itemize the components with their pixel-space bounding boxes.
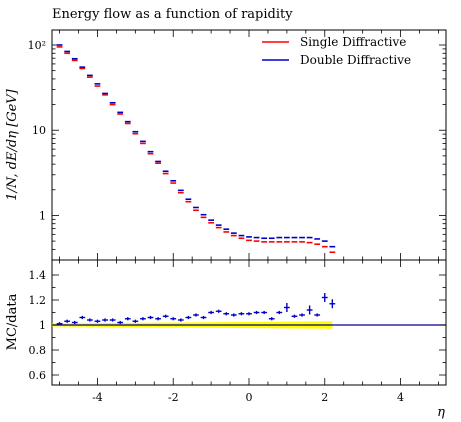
ratio-point [215,309,222,313]
ratio-point [314,313,321,317]
y-tick-label: 10 [32,124,46,137]
main-axes: 1 10 10² [28,39,446,261]
ratio-point [71,320,78,325]
ratio-point [185,315,192,320]
ratio-uncertainty-band [52,321,446,329]
ratio-tick-label: 0.6 [29,369,47,382]
x-axis: -4 -2 0 2 4 [59,30,439,404]
x-tick-label: -4 [92,391,103,404]
ratio-point [268,317,275,321]
ratio-point [276,310,283,315]
x-tick-label: -2 [168,391,179,404]
x-axis-label: η [437,405,445,420]
ratio-point [162,314,169,318]
ratio-point [56,322,63,326]
ratio-point [109,318,116,322]
ratio-point [140,317,146,321]
ratio-point [246,312,252,316]
ratio-point [238,312,245,316]
series-double-diffractive [56,44,336,248]
ratio-point [117,320,124,325]
x-tick-label: 4 [397,391,404,404]
ratio-point [306,305,313,315]
ratio-point [102,318,108,322]
y-tick-label: 1 [39,209,46,222]
ratio-point [124,317,131,321]
ratio-point [230,313,237,317]
y-axis-label: 1/N, dE/dη [GeV] [5,88,20,200]
legend-label-double: Double Diffractive [300,53,411,67]
ratio-point [147,315,154,320]
ratio-point [284,303,290,312]
ratio-point [223,312,230,316]
ratio-axes: 0.6 0.8 1 1.2 1.4 [29,269,446,382]
x-tick-label: 0 [246,391,253,404]
y-tick-label: 10² [28,39,46,52]
ratio-point [170,317,177,321]
chart-title: Energy flow as a function of rapidity [52,7,293,22]
ratio-point [299,313,305,317]
ratio-point [79,315,86,320]
ratio-point [321,293,328,302]
ratio-point [253,310,260,315]
ratio-point [261,310,268,315]
legend: Single Diffractive Double Diffractive [262,35,411,67]
series-single-diffractive [56,46,336,254]
ratio-points [56,293,336,326]
ratio-point [177,318,184,322]
ratio-point [94,319,101,323]
ratio-point [291,314,298,318]
ratio-point [155,317,161,321]
ratio-tick-label: 1 [39,319,46,332]
ratio-point [87,318,93,322]
ratio-tick-label: 0.8 [29,344,47,357]
ratio-point [64,319,71,323]
ratio-point [193,313,199,317]
ratio-point [329,299,336,309]
ratio-axis-label: MC/data [5,293,20,350]
ratio-point [208,310,214,315]
legend-label-single: Single Diffractive [300,35,406,49]
ratio-tick-label: 1.4 [29,269,47,282]
x-tick-label: 2 [321,391,328,404]
ratio-point [200,315,207,320]
ratio-point [132,319,139,323]
ratio-tick-label: 1.2 [29,294,47,307]
